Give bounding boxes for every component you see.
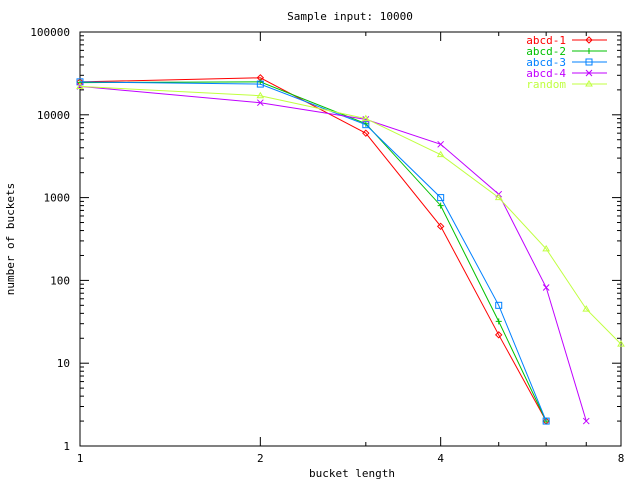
- data-point: [495, 331, 503, 339]
- data-point: [362, 121, 370, 129]
- y-tick-label: 10000: [37, 109, 70, 122]
- series-line: [79, 85, 622, 345]
- series-abcd-1: [76, 74, 550, 425]
- x-tick-label: 8: [618, 452, 625, 465]
- legend-label: abcd-1: [526, 34, 566, 47]
- x-tick-label: 4: [437, 452, 444, 465]
- series-abcd-3: [76, 78, 550, 425]
- data-point: [437, 194, 445, 202]
- data-point: [542, 244, 551, 252]
- series-line: [79, 85, 587, 422]
- y-axis-label: number of buckets: [4, 183, 17, 296]
- data-point: [617, 340, 625, 347]
- data-point: [585, 58, 593, 66]
- y-tick-label: 100000: [30, 26, 70, 39]
- legend-label: abcd-4: [526, 67, 566, 80]
- y-tick-label: 10: [57, 357, 70, 370]
- series-layer: [76, 74, 625, 425]
- data-point: [585, 80, 593, 87]
- data-point: [436, 150, 445, 158]
- y-axis-ticks: 1 10 100 1000 10000 100000: [30, 26, 621, 453]
- data-point: [586, 48, 592, 54]
- series-random: [76, 82, 625, 347]
- series-line: [79, 77, 547, 422]
- data-point: [582, 417, 590, 425]
- legend-label: random: [526, 78, 566, 91]
- data-point: [582, 305, 591, 312]
- series-line: [79, 81, 547, 422]
- plot-border: [79, 31, 622, 447]
- data-point: [76, 78, 84, 86]
- data-point: [542, 417, 550, 425]
- data-point: [585, 69, 593, 77]
- x-axis-ticks: 1 2 4 8: [77, 32, 625, 465]
- x-tick-label: 2: [257, 452, 264, 465]
- x-tick-label: 1: [77, 452, 84, 465]
- series-line: [79, 81, 547, 422]
- data-point: [256, 99, 264, 107]
- x-axis-label: bucket length: [309, 467, 395, 480]
- legend-label: abcd-3: [526, 56, 566, 69]
- data-point: [495, 318, 502, 325]
- data-point: [362, 129, 370, 137]
- y-tick-label: 1000: [44, 192, 71, 205]
- series-abcd-4: [76, 83, 590, 425]
- series-abcd-2: [77, 78, 550, 425]
- y-tick-label: 100: [50, 274, 70, 287]
- data-point: [437, 140, 445, 148]
- data-point: [542, 284, 550, 291]
- data-point: [495, 301, 503, 309]
- data-point: [436, 222, 445, 231]
- data-point: [256, 91, 265, 99]
- chart-title: Sample input: 10000: [287, 10, 413, 23]
- data-point: [585, 36, 593, 44]
- legend-label: abcd-2: [526, 45, 566, 58]
- data-point: [362, 116, 370, 123]
- data-point: [76, 82, 84, 89]
- data-point: [494, 193, 503, 201]
- data-point: [361, 114, 370, 122]
- y-tick-label: 1: [63, 440, 70, 453]
- plot-frame: [79, 31, 622, 447]
- data-point: [437, 202, 444, 209]
- data-point: [256, 80, 264, 88]
